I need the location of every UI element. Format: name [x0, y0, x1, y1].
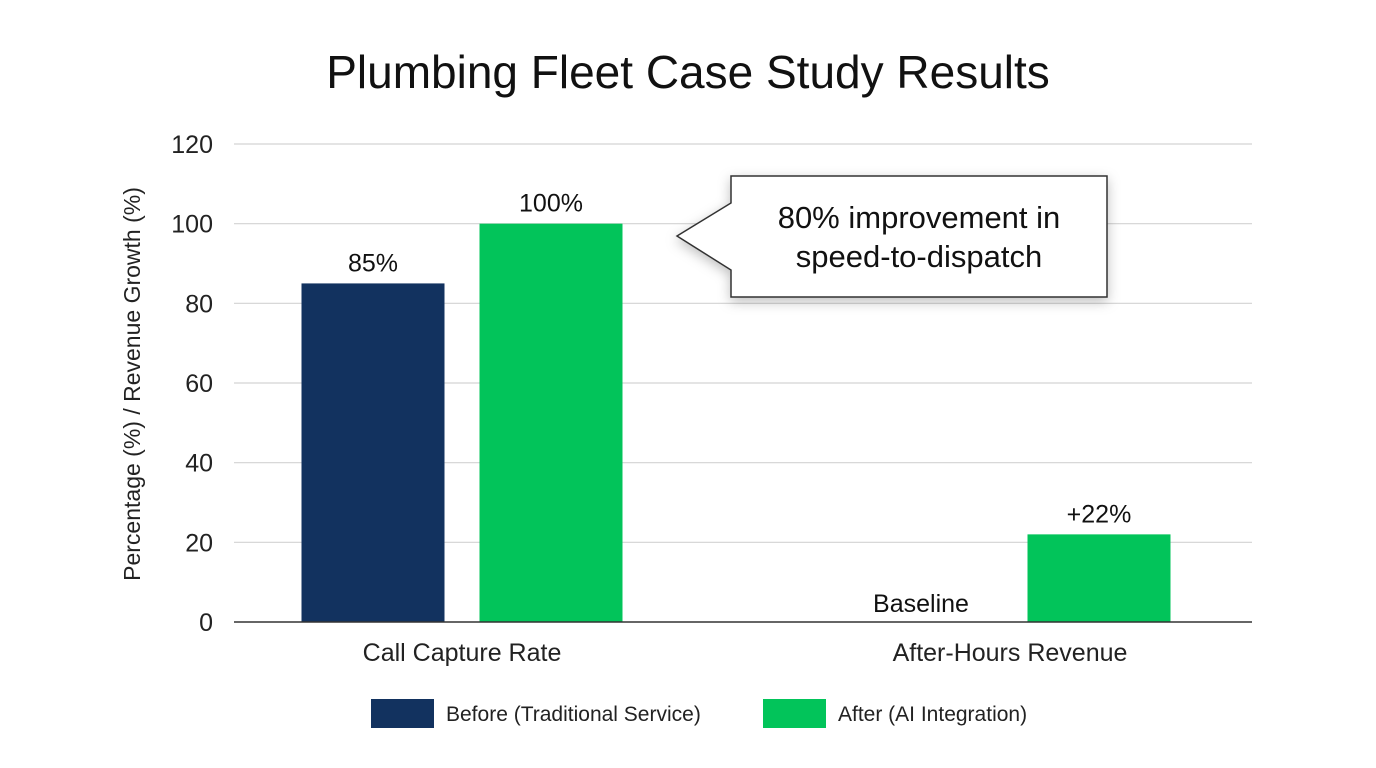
- y-tick-label: 60: [185, 370, 213, 398]
- legend-swatch: [371, 699, 434, 728]
- y-tick-label: 20: [185, 529, 213, 557]
- callout-text-line-2: speed-to-dispatch: [796, 239, 1042, 274]
- bars: [301, 223, 1171, 622]
- bar-after-after-hours-revenue: [1027, 534, 1171, 622]
- bar-after-call-capture-rate: [479, 223, 623, 622]
- data-labels: 85% 100% Baseline +22%: [348, 190, 1131, 618]
- legend-label: Before (Traditional Service): [446, 703, 701, 726]
- annotation-callout: [675, 175, 1108, 298]
- y-tick-label: 80: [185, 290, 213, 318]
- data-label: Baseline: [873, 590, 969, 618]
- legend: Before (Traditional Service) After (AI In…: [371, 699, 1027, 728]
- data-label: 85%: [348, 249, 398, 277]
- bar-before-call-capture-rate: [301, 283, 445, 622]
- x-tick-labels: Call Capture Rate After-Hours Revenue: [363, 639, 1128, 667]
- chart-title: Plumbing Fleet Case Study Results: [326, 46, 1050, 98]
- data-label: +22%: [1067, 500, 1132, 528]
- y-tick-label: 40: [185, 450, 213, 478]
- y-tick-label: 120: [171, 131, 213, 159]
- data-label: 100%: [519, 190, 583, 218]
- y-tick-labels: 0 20 40 60 80 100 120: [171, 131, 213, 637]
- callout-text-line-1: 80% improvement in: [778, 200, 1061, 235]
- legend-label: After (AI Integration): [838, 703, 1027, 726]
- x-tick-label: After-Hours Revenue: [893, 639, 1128, 667]
- callout-box: [675, 175, 1108, 298]
- y-axis-label: Percentage (%) / Revenue Growth (%): [119, 187, 145, 581]
- y-tick-label: 100: [171, 211, 213, 239]
- legend-swatch: [763, 699, 826, 728]
- y-tick-label: 0: [199, 609, 213, 637]
- x-tick-label: Call Capture Rate: [363, 639, 562, 667]
